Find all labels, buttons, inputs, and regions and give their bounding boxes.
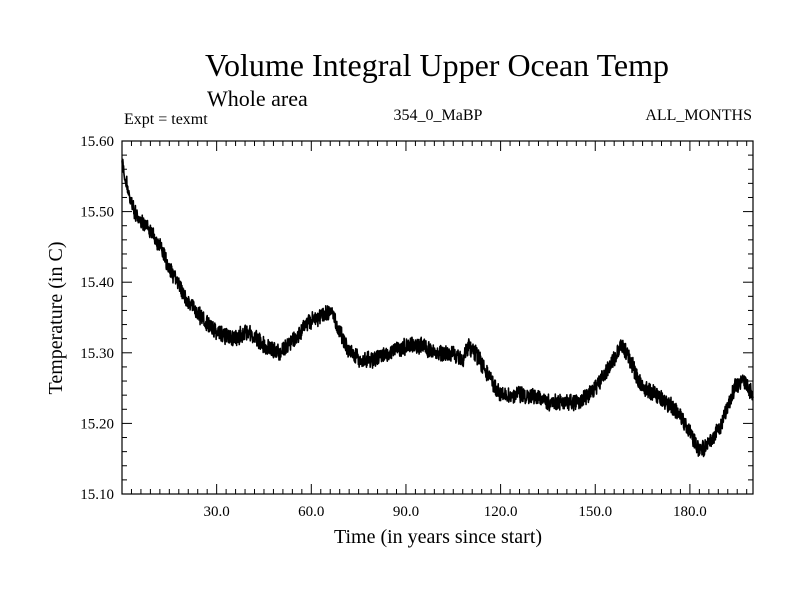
experiment-label: Expt = texmt [124, 111, 208, 128]
y-axis-label: Temperature (in C) [45, 242, 67, 395]
x-tick-label: 180.0 [673, 504, 707, 520]
chart-title: Volume Integral Upper Ocean Temp [205, 47, 669, 83]
season-label: ALL_MONTHS [645, 107, 752, 124]
y-axis-ticks: 15.10 15.20 15.30 15.40 15.50 15.60 [80, 134, 753, 503]
y-tick-label: 15.50 [80, 205, 114, 221]
x-axis-ticks: 30.0 60.0 90.0 120.0 150.0 180.0 [130, 141, 748, 520]
period-label: 354_0_MaBP [394, 107, 483, 124]
temperature-series-line [121, 158, 754, 458]
y-tick-label: 15.40 [80, 275, 114, 291]
plot-area [121, 140, 754, 495]
x-tick-label: 90.0 [393, 504, 419, 520]
chart-subtitle: Whole area [207, 86, 308, 111]
y-tick-label: 15.60 [80, 134, 114, 150]
x-tick-label: 30.0 [204, 504, 230, 520]
x-tick-label: 60.0 [298, 504, 324, 520]
y-tick-label: 15.30 [80, 346, 114, 362]
plot-frame [121, 140, 754, 495]
y-tick-label: 15.20 [80, 416, 114, 432]
x-axis-label: Time (in years since start) [334, 526, 542, 548]
x-tick-label: 150.0 [578, 504, 612, 520]
x-tick-label: 120.0 [484, 504, 518, 520]
y-tick-label: 15.10 [80, 487, 114, 503]
